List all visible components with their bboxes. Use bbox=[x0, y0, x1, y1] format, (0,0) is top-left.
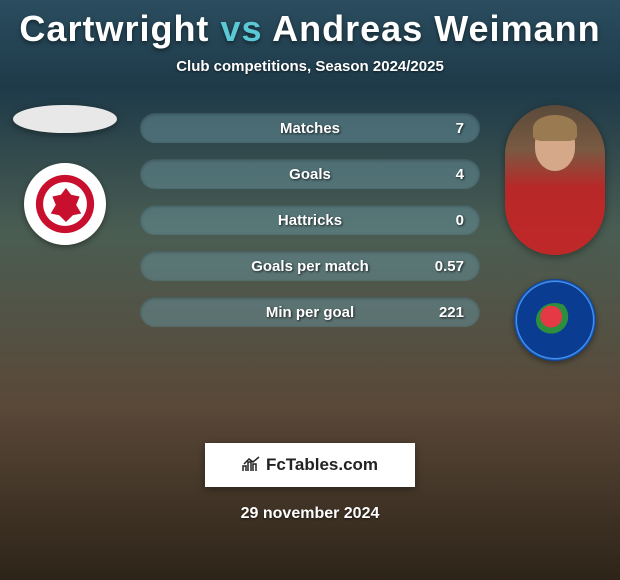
right-player-column bbox=[500, 105, 610, 361]
brand-badge: FcTables.com bbox=[205, 443, 415, 487]
stat-label: Matches bbox=[280, 120, 340, 137]
stat-row-matches: Matches 7 bbox=[140, 113, 480, 143]
stat-row-goals: Goals 4 bbox=[140, 159, 480, 189]
subtitle: Club competitions, Season 2024/2025 bbox=[0, 58, 620, 75]
stat-row-hattricks: Hattricks 0 bbox=[140, 205, 480, 235]
stat-label: Min per goal bbox=[266, 304, 354, 321]
stat-label: Goals bbox=[289, 166, 331, 183]
left-player-column bbox=[10, 105, 120, 245]
stat-value-right: 221 bbox=[439, 304, 464, 321]
stat-value-right: 0 bbox=[456, 212, 464, 229]
stat-value-right: 4 bbox=[456, 166, 464, 183]
player1-name: Cartwright bbox=[19, 8, 209, 49]
vs-text: vs bbox=[220, 8, 262, 49]
stat-value-right: 7 bbox=[456, 120, 464, 137]
date-text: 29 november 2024 bbox=[0, 505, 620, 523]
comparison-title: Cartwright vs Andreas Weimann bbox=[0, 0, 620, 50]
stat-row-goals-per-match: Goals per match 0.57 bbox=[140, 251, 480, 281]
stat-row-min-per-goal: Min per goal 221 bbox=[140, 297, 480, 327]
player1-photo bbox=[13, 105, 117, 133]
stat-bars: Matches 7 Goals 4 Hattricks 0 Goals per … bbox=[140, 113, 480, 327]
chart-icon bbox=[242, 456, 262, 475]
stat-label: Goals per match bbox=[251, 258, 369, 275]
stat-value-right: 0.57 bbox=[435, 258, 464, 275]
player2-photo bbox=[505, 105, 605, 255]
stat-label: Hattricks bbox=[278, 212, 342, 229]
player1-club-badge bbox=[24, 163, 106, 245]
player2-club-badge bbox=[514, 279, 596, 361]
player2-name: Andreas Weimann bbox=[272, 8, 600, 49]
stats-content: Matches 7 Goals 4 Hattricks 0 Goals per … bbox=[0, 105, 620, 405]
brand-text: FcTables.com bbox=[266, 455, 378, 475]
